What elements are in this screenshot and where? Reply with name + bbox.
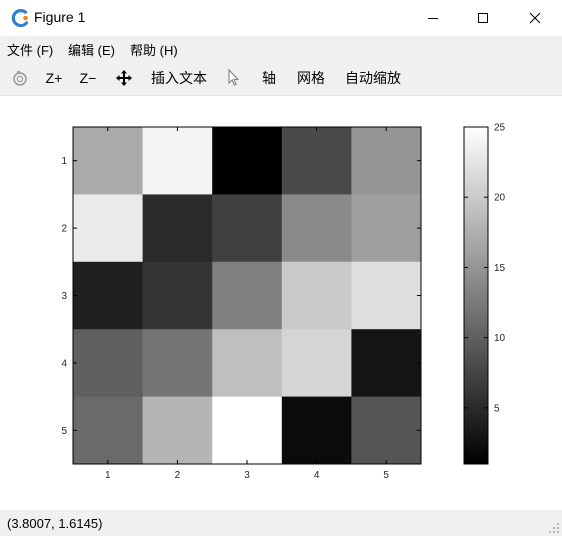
heatmap-cell <box>142 127 213 195</box>
close-icon <box>529 12 541 24</box>
heatmap-cell <box>142 329 213 398</box>
heatmap-cell <box>73 261 144 330</box>
y-tick-label: 3 <box>61 291 67 302</box>
x-tick-label: 2 <box>175 470 181 481</box>
heatmap-cell <box>212 329 283 398</box>
zoom-in-button[interactable]: Z+ <box>45 70 63 86</box>
heatmap-cell <box>73 396 144 465</box>
heatmap-cell <box>351 329 422 398</box>
minimize-icon <box>428 18 438 19</box>
plot-svg: 1 2 3 4 5 1 2 3 4 5 5 10 15 20 25 <box>61 123 506 482</box>
heatmap-cell <box>281 127 352 195</box>
status-bar: (3.8007, 1.6145) <box>0 510 562 536</box>
heatmap-cell <box>142 194 213 263</box>
menu-edit[interactable]: 编辑 (E) <box>68 43 115 58</box>
heatmap-cell <box>281 329 352 398</box>
autoscale-button[interactable]: 自动缩放 <box>345 70 401 86</box>
colorbar-tick-label: 5 <box>494 403 500 414</box>
figure-canvas[interactable]: 1 2 3 4 5 1 2 3 4 5 5 10 15 20 25 <box>0 97 562 510</box>
heatmap-cell <box>351 261 422 330</box>
maximize-icon <box>478 13 488 23</box>
heatmap-cell <box>281 396 352 465</box>
y-tick-label: 4 <box>61 358 67 369</box>
y-tick-label: 5 <box>61 426 67 437</box>
heatmap-cell <box>73 194 144 263</box>
colorbar-tick-label: 10 <box>494 333 506 344</box>
heatmap-cell <box>281 261 352 330</box>
resize-grip-icon[interactable] <box>548 522 560 534</box>
colorbar-ticks: 5 10 15 20 25 <box>464 123 506 414</box>
maximize-button[interactable] <box>460 0 506 36</box>
heatmap-cells <box>73 127 422 465</box>
menu-bar: 文件 (F) 编辑 (E) 帮助 (H) <box>0 36 562 60</box>
y-tick-label: 2 <box>61 224 67 235</box>
close-button[interactable] <box>512 0 558 36</box>
select-button[interactable] <box>224 60 244 96</box>
y-tick-label: 1 <box>61 156 67 167</box>
x-tick-label: 4 <box>314 470 320 481</box>
menu-file[interactable]: 文件 (F) <box>7 43 54 58</box>
rotate-icon <box>13 70 27 86</box>
heatmap-cell <box>212 396 283 465</box>
rotate-button[interactable] <box>8 60 32 96</box>
colorbar-tick-label: 25 <box>494 123 506 134</box>
toolbar: Z+ Z− 插入文本 轴 网格 自动缩放 <box>0 60 562 96</box>
minimize-button[interactable] <box>410 0 456 36</box>
heatmap-cell <box>73 329 144 398</box>
heatmap-cell <box>351 127 422 195</box>
title-bar: Figure 1 <box>0 0 562 36</box>
heatmap-cell <box>73 127 144 195</box>
heatmap-cell <box>212 261 283 330</box>
heatmap-cell <box>351 396 422 465</box>
insert-text-button[interactable]: 插入文本 <box>151 70 207 86</box>
heatmap-cell <box>281 194 352 263</box>
colorbar-tick-label: 15 <box>494 263 506 274</box>
y-ticks: 1 2 3 4 5 <box>61 156 421 437</box>
window-title: Figure 1 <box>34 9 86 25</box>
octave-app-icon <box>11 9 29 28</box>
grid-button[interactable]: 网格 <box>297 70 325 86</box>
zoom-out-button[interactable]: Z− <box>79 70 97 86</box>
colorbar[interactable] <box>463 126 489 465</box>
x-tick-label: 3 <box>244 470 250 481</box>
heatmap-cell <box>351 194 422 263</box>
heatmap-cell <box>212 194 283 263</box>
heatmap-cell <box>142 396 213 465</box>
colorbar-tick-label: 20 <box>494 193 506 204</box>
heatmap-cell <box>212 127 283 195</box>
cursor-coordinates: (3.8007, 1.6145) <box>7 516 103 531</box>
axes-button[interactable]: 轴 <box>262 70 276 86</box>
x-tick-label: 5 <box>383 470 389 481</box>
pan-icon <box>116 70 132 86</box>
x-tick-label: 1 <box>105 470 111 481</box>
menu-help[interactable]: 帮助 (H) <box>130 43 178 58</box>
heatmap-cell <box>142 261 213 330</box>
cursor-arrow-icon <box>228 69 240 86</box>
pan-button[interactable] <box>112 60 136 96</box>
x-ticks: 1 2 3 4 5 <box>105 127 389 481</box>
